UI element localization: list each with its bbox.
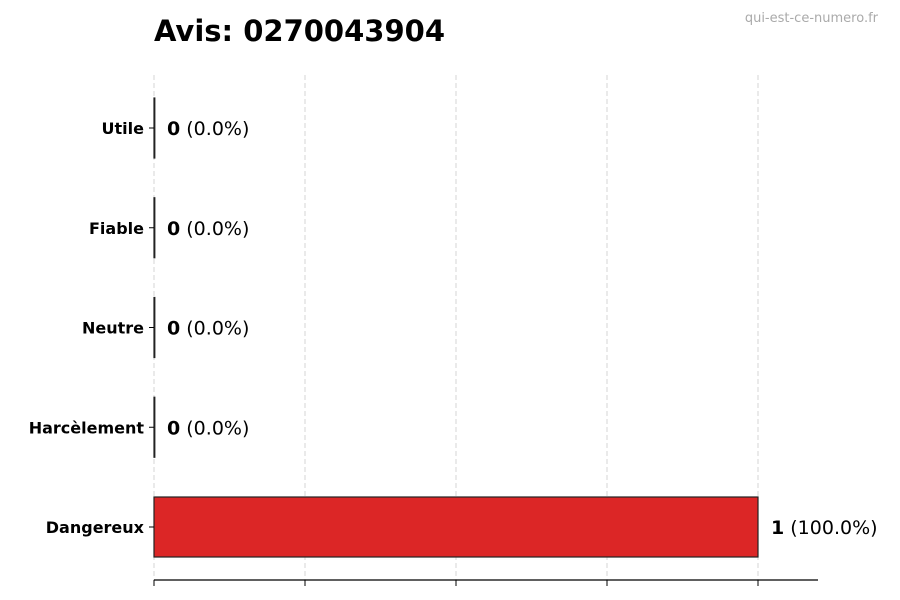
category-label: Utile (102, 119, 145, 138)
bars (153, 97, 759, 558)
category-label: Neutre (82, 319, 144, 338)
value-label: 0 (167, 318, 180, 340)
value-label: 0 (167, 218, 180, 240)
data-label: 0 (0.0%) (167, 218, 249, 240)
percent-label: (100.0%) (784, 517, 877, 539)
percent-label: (0.0%) (180, 417, 249, 439)
data-label: 0 (0.0%) (167, 118, 249, 140)
percent-label: (0.0%) (180, 318, 249, 340)
value-label: 0 (167, 118, 180, 140)
data-label: 1 (100.0%) (771, 517, 878, 539)
category-label: Harcèlement (29, 418, 145, 437)
percent-label: (0.0%) (180, 218, 249, 240)
bar-fiable (153, 197, 156, 259)
category-label: Fiable (89, 219, 144, 238)
grid-lines (153, 75, 759, 580)
bar-harcèlement (153, 396, 156, 458)
bar-dangereux (153, 496, 759, 558)
data-label: 0 (0.0%) (167, 318, 249, 340)
chart-title: Avis: 0270043904 (154, 14, 445, 48)
percent-label: (0.0%) (180, 118, 249, 140)
category-label: Dangereux (46, 518, 145, 537)
value-label: 1 (771, 517, 784, 539)
bar-utile (153, 97, 156, 159)
x-ticks (153, 580, 759, 586)
labels: Utile 0 (0.0%) Fiable 0 (0.0%) Neutre 0 (0.0%… (29, 118, 878, 539)
value-label: 0 (167, 417, 180, 439)
watermark: qui-est-ce-numero.fr (745, 11, 879, 26)
data-label: 0 (0.0%) (167, 417, 249, 439)
bar-neutre (153, 296, 156, 359)
